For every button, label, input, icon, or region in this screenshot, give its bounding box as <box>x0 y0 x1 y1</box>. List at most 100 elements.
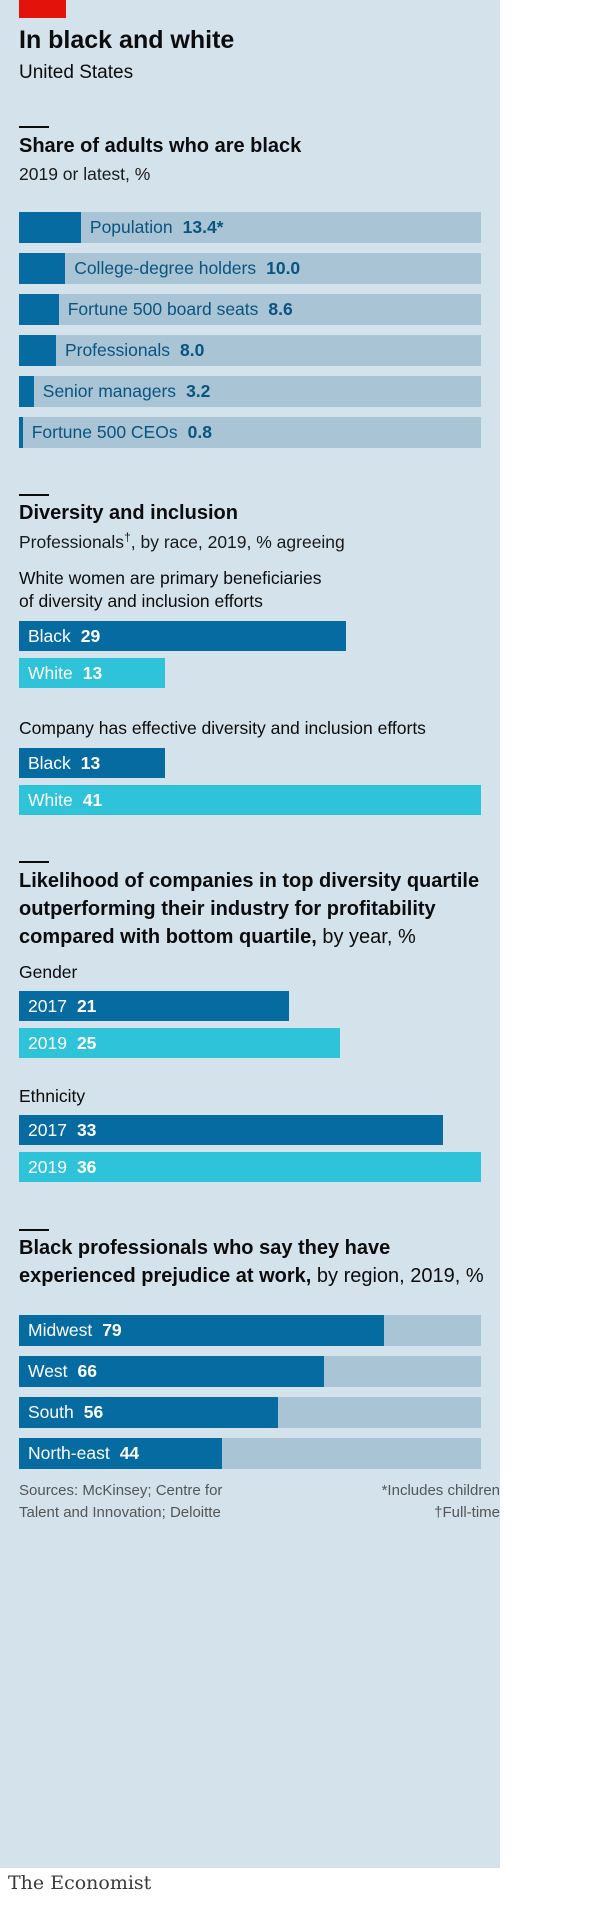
bar-label: Black 29 <box>28 621 100 651</box>
bar: 2017 33 <box>19 1115 443 1145</box>
group-label: Company has effective diversity and incl… <box>19 718 426 738</box>
bar-track: North-east 44 <box>19 1438 481 1469</box>
bar-label: 2019 36 <box>28 1152 96 1182</box>
bar-label: Midwest 79 <box>28 1315 122 1346</box>
bar-value-label: 10.0 <box>266 258 301 278</box>
brand-accent-bar <box>19 0 66 18</box>
bar-label: 2019 25 <box>28 1028 96 1058</box>
bar-label: North-east 44 <box>28 1438 139 1469</box>
bar-track: Fortune 500 CEOs 0.8 <box>19 417 481 448</box>
section1-subtitle: 2019 or latest, % <box>19 164 151 184</box>
bar-value-label: 25 <box>76 1032 97 1053</box>
bar-category-label: 2019 <box>28 1156 67 1177</box>
bar-track: West 66 <box>19 1356 481 1387</box>
section-rule <box>19 126 49 128</box>
footnotes: *Includes children †Full-time <box>381 1482 500 1521</box>
section3-title: Likelihood of companies in top diversity… <box>19 870 480 948</box>
bar-track: South 56 <box>19 1397 481 1428</box>
section-rule <box>19 1229 49 1231</box>
bar-value-label: 3.2 <box>186 381 211 401</box>
bar-value-label: 8.0 <box>180 340 205 360</box>
bar-category-label: Black <box>28 752 71 773</box>
bar <box>19 1356 324 1387</box>
bar <box>19 1438 223 1469</box>
bar-label: Population 13.4* <box>90 212 224 243</box>
bar <box>19 335 56 366</box>
bar <box>19 1397 278 1428</box>
bar-value-label: 66 <box>77 1361 98 1381</box>
bar-label: 2017 21 <box>28 991 96 1021</box>
bar-label: White 41 <box>28 785 102 815</box>
bar-category-label: Professionals <box>64 340 171 360</box>
bar-label: West 66 <box>28 1356 97 1387</box>
bar-track: Population 13.4* <box>19 212 481 243</box>
bar-category-label: College-degree holders <box>74 258 257 278</box>
section2-subtitle: Professionals†, by race, 2019, % agreein… <box>19 530 345 552</box>
bar-category-label: South <box>28 1402 74 1422</box>
bar-track: College-degree holders 10.0 <box>19 253 481 284</box>
bar-category-label: Senior managers <box>42 381 177 401</box>
chart-title: In black and white <box>19 26 235 54</box>
bar-track: Fortune 500 board seats 8.6 <box>19 294 481 325</box>
bar-category-label: North-east <box>28 1443 110 1463</box>
sources-note: Sources: McKinsey; Centre for Talent and … <box>19 1482 223 1521</box>
bar <box>19 417 23 448</box>
bar-label: 2017 33 <box>28 1115 96 1145</box>
bar-value-label: 36 <box>76 1156 97 1177</box>
group-label: Gender <box>19 962 78 982</box>
bar-label: Fortune 500 board seats 8.6 <box>68 294 293 325</box>
bar-label: College-degree holders 10.0 <box>74 253 300 284</box>
bar-category-label: Population <box>89 217 173 237</box>
section4-title: Black professionals who say they have exp… <box>19 1237 484 1287</box>
bar: White 13 <box>19 658 166 688</box>
bar-category-label: 2017 <box>28 1119 67 1140</box>
bar-category-label: Midwest <box>28 1320 93 1340</box>
bar-label: Professionals 8.0 <box>65 335 204 366</box>
bar-value-label: 8.6 <box>268 299 293 319</box>
bar-label: Fortune 500 CEOs 0.8 <box>32 417 212 448</box>
bar: 2017 21 <box>19 991 289 1021</box>
bar <box>19 212 81 243</box>
bar <box>19 1315 384 1346</box>
section-rule <box>19 494 49 496</box>
bar-value-label: 79 <box>102 1320 122 1340</box>
section2-title: Diversity and inclusion <box>19 502 238 524</box>
bar-value-label: 44 <box>119 1443 140 1463</box>
bar-value-label: 13.4* <box>182 217 224 237</box>
bar: Black 29 <box>19 621 346 651</box>
bar-label: White 13 <box>28 658 102 688</box>
group-label: White women are primary beneficiaries of … <box>19 568 322 611</box>
bar-label: Senior managers 3.2 <box>43 376 211 407</box>
bar-category-label: Fortune 500 board seats <box>67 299 259 319</box>
bar <box>19 253 66 284</box>
bar-category-label: White <box>28 789 73 810</box>
bar: 2019 25 <box>19 1028 340 1058</box>
bar-category-label: 2019 <box>28 1032 67 1053</box>
bar-value-label: 33 <box>76 1119 97 1140</box>
bar-value-label: 56 <box>83 1402 104 1422</box>
bar-category-label: 2017 <box>28 995 67 1016</box>
bar-value-label: 21 <box>76 995 97 1016</box>
brand-wordmark: The Economist <box>8 1872 152 1894</box>
bar-track: Professionals 8.0 <box>19 335 481 366</box>
bar-track: Midwest 79 <box>19 1315 481 1346</box>
section1-title: Share of adults who are black <box>19 135 302 157</box>
bar-value-label: 13 <box>80 752 101 773</box>
bar-value-label: 13 <box>82 662 103 683</box>
bar: White 41 <box>19 785 481 815</box>
group-label: Ethnicity <box>19 1086 86 1106</box>
bar-value-label: 0.8 <box>187 422 212 442</box>
bar: 2019 36 <box>19 1152 481 1182</box>
bar-category-label: Black <box>28 625 71 646</box>
bar <box>19 294 59 325</box>
bar-category-label: White <box>28 662 73 683</box>
bar-category-label: West <box>28 1361 68 1381</box>
section-rule <box>19 861 49 863</box>
bar-category-label: Fortune 500 CEOs <box>31 422 178 442</box>
bar-value-label: 29 <box>80 625 101 646</box>
chart-subtitle: United States <box>19 62 134 83</box>
bar-label: Black 13 <box>28 748 100 778</box>
bar: Black 13 <box>19 748 166 778</box>
bar <box>19 376 34 407</box>
